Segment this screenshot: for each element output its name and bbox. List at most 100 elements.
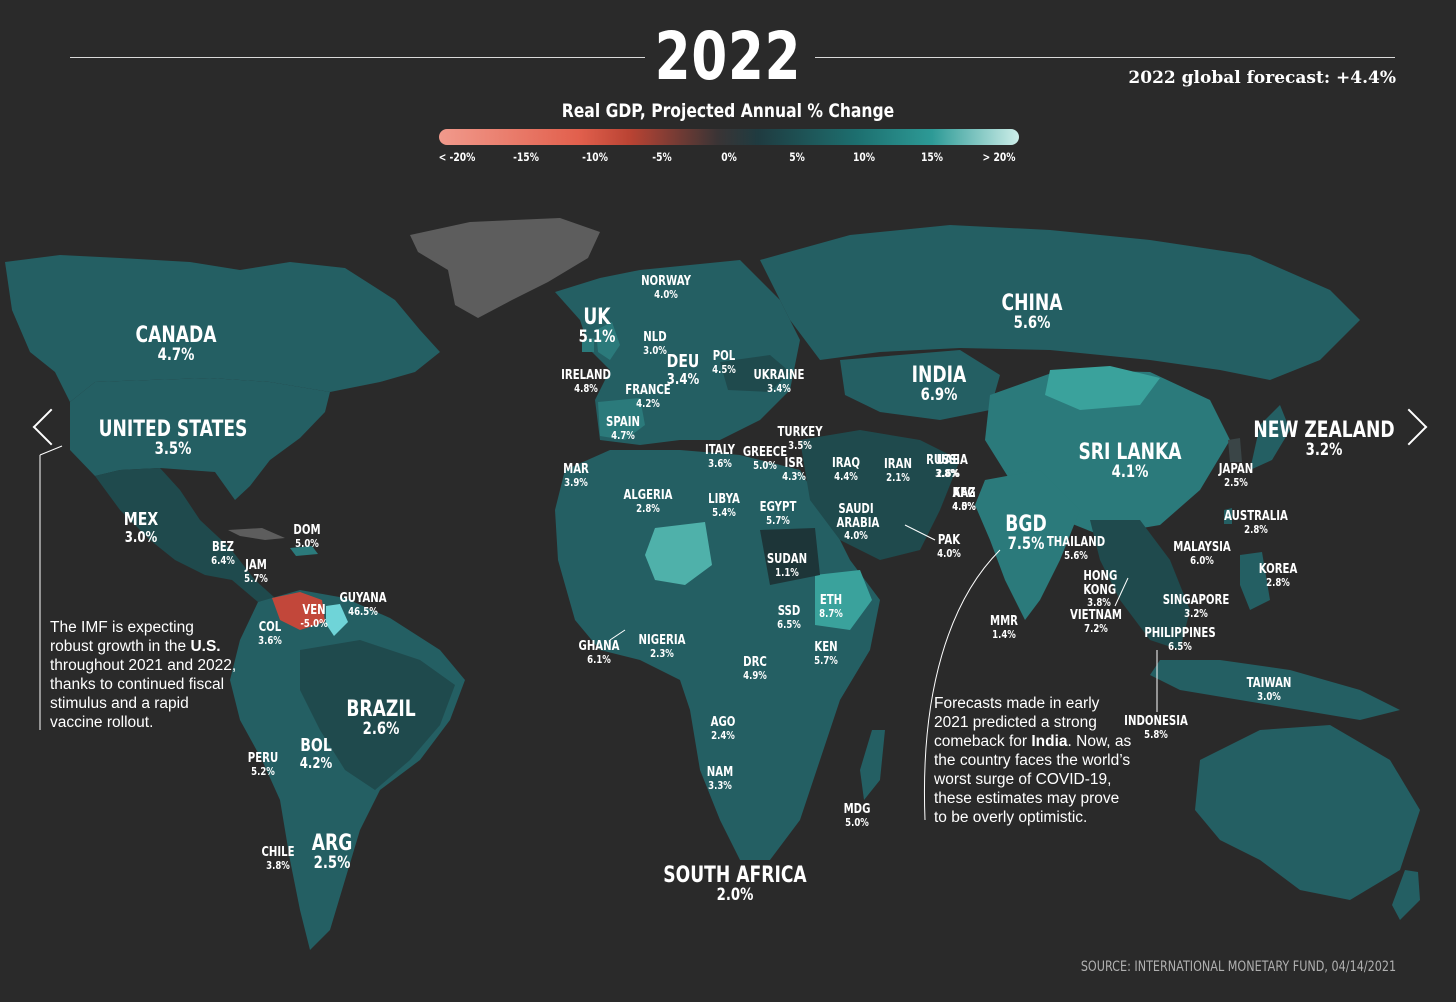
country-name: BRAZIL — [346, 697, 416, 722]
country-value: 3.8% — [935, 466, 959, 480]
us-note-leader-top — [39, 445, 63, 456]
country-value: 3.3% — [708, 778, 732, 792]
country-label-bol: BOL 4.2% — [300, 735, 332, 772]
country-label-thailand: THAILAND 5.6% — [1047, 536, 1105, 561]
country-label-ghana: GHANA 6.1% — [579, 640, 620, 665]
country-name: CHINA — [1001, 291, 1063, 316]
country-label-ukraine: UKRAINE 3.4% — [754, 369, 805, 394]
country-name: NLD — [643, 330, 667, 345]
country-name: GREECE — [742, 445, 788, 460]
color-scale-bar — [439, 129, 1019, 145]
country-value: 4.0% — [654, 287, 678, 301]
country-name: DOM — [293, 523, 321, 538]
legend-title: Real GDP, Projected Annual % Change — [561, 100, 895, 122]
southeast-asia-shape — [1090, 520, 1190, 650]
country-label-nld: NLD 3.0% — [643, 331, 667, 356]
us-note-text-2: throughout 2021 and 2022, thanks to cont… — [50, 657, 237, 731]
country-name: MAR — [563, 462, 589, 477]
country-value: 3.9% — [564, 475, 588, 489]
madagascar-shape — [860, 730, 885, 800]
india-shape — [975, 470, 1080, 620]
header-rule-left — [70, 57, 645, 58]
australia-shape — [1195, 725, 1420, 900]
country-label-singapore: SINGAPORE 3.2% — [1163, 594, 1230, 619]
country-value: 4.9% — [743, 668, 767, 682]
country-name: NEW ZEALAND — [1253, 418, 1395, 443]
country-value: 1.1% — [775, 565, 799, 579]
brazil-shape — [300, 640, 455, 790]
country-label-ago: AGO 2.4% — [711, 716, 736, 741]
us-note: The IMF is expecting robust growth in th… — [50, 618, 236, 732]
country-name: HONG KONG — [1083, 569, 1118, 598]
country-value: 4.1% — [1111, 462, 1149, 483]
country-name: THAILAND — [1046, 535, 1106, 550]
scale-tick: 0% — [721, 150, 737, 164]
country-value: 5.0% — [295, 536, 319, 550]
country-value: 5.7% — [244, 571, 268, 585]
country-label-pak: PAK 4.0% — [937, 534, 961, 559]
country-name: VIETNAM — [1070, 608, 1122, 623]
scale-tick: -15% — [513, 150, 539, 164]
country-label-sri-lanka: SRI LANKA 4.1% — [1078, 441, 1181, 482]
india-note-bold: India — [1031, 733, 1068, 750]
country-name: ISR — [784, 456, 804, 471]
country-name: GHANA — [578, 639, 620, 654]
country-label-brazil: BRAZIL 2.6% — [346, 698, 415, 739]
ghana-leader — [609, 629, 626, 641]
taiwan-shape — [1224, 508, 1232, 524]
country-value: 2.5% — [1224, 475, 1248, 489]
uk-shape — [596, 322, 620, 360]
country-name: NIGERIA — [638, 633, 686, 648]
country-label-mdg: MDG 5.0% — [844, 803, 871, 828]
country-value: 4.3% — [782, 469, 806, 483]
country-value: 5.4% — [712, 505, 736, 519]
country-name: BOL — [300, 735, 332, 756]
country-label-malaysia: MALAYSIA 6.0% — [1173, 541, 1231, 566]
country-label-china: CHINA 5.6% — [1002, 292, 1063, 333]
country-label-vietnam: VIETNAM 7.2% — [1070, 609, 1122, 634]
ukraine-shape — [720, 355, 790, 392]
country-label-iraq: IRAQ 4.4% — [832, 457, 860, 482]
country-value: 3.0% — [124, 527, 158, 546]
country-name: UAE — [936, 453, 960, 468]
country-value: 5.1% — [578, 327, 616, 348]
country-name: PHILIPPINES — [1144, 626, 1216, 641]
country-name: SINGAPORE — [1162, 593, 1230, 608]
country-label-nigeria: NIGERIA 2.3% — [639, 634, 686, 659]
spain-shape — [598, 398, 645, 440]
country-name: MALAYSIA — [1173, 540, 1231, 555]
country-value: 4.4% — [834, 469, 858, 483]
country-name: PERU — [247, 751, 279, 766]
country-value: 3.5% — [788, 438, 812, 452]
korea-shape — [1228, 438, 1242, 462]
country-value: 3.4% — [666, 369, 700, 388]
country-label-greece: GREECE 5.0% — [743, 446, 787, 471]
country-name: GUYANA — [339, 591, 387, 606]
country-name: SAUDI ARABIA — [836, 502, 880, 531]
country-label-guyana: GUYANA 46.5% — [339, 592, 386, 617]
country-label-drc: DRC 4.9% — [743, 656, 767, 681]
country-label-japan: JAPAN 2.5% — [1219, 463, 1253, 488]
country-name: PAK — [937, 533, 961, 548]
cuba-shape — [228, 528, 285, 540]
country-name: SPAIN — [606, 415, 640, 430]
country-name: INDIA — [911, 363, 967, 388]
country-name: COL — [258, 620, 282, 635]
country-label-mar: MAR 3.9% — [563, 463, 589, 488]
country-value: 5.7% — [814, 653, 838, 667]
united-states-shape — [70, 378, 330, 500]
niger-shape — [645, 522, 712, 585]
country-label-ven: VEN -5.0% — [300, 604, 327, 629]
country-value: 6.0% — [1190, 553, 1214, 567]
india-note-text-1: Forecasts made in early 2021 predicted a… — [934, 695, 1100, 750]
country-name: EGYPT — [759, 500, 797, 515]
uae-leader — [904, 524, 936, 541]
us-note-bold: U.S. — [190, 638, 221, 655]
country-label-deu: DEU 3.4% — [666, 352, 700, 388]
country-label-col: COL 3.6% — [258, 621, 282, 646]
russia-shape — [760, 225, 1360, 380]
scale-tick: 15% — [920, 150, 944, 164]
guyana-shape — [326, 604, 348, 636]
scale-tick: > 20% — [982, 150, 1016, 164]
country-name: DRC — [743, 655, 767, 670]
